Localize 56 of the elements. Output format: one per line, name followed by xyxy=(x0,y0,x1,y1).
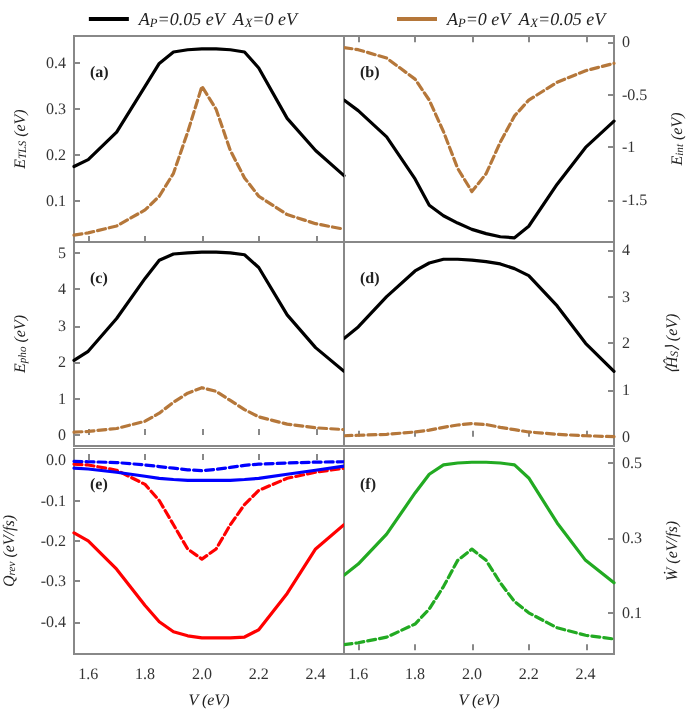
y-tick-label: -1 xyxy=(622,138,636,157)
x-axis-title: V (eV) xyxy=(188,691,231,709)
x-tick-label: 2.4 xyxy=(305,665,326,683)
y-tick-label: 0.2 xyxy=(46,146,66,165)
annotation: (e) xyxy=(90,475,109,493)
x-axis-title: V (eV) xyxy=(458,691,501,709)
x-tick-label: 2.0 xyxy=(461,665,482,683)
y-tick-label: 1 xyxy=(58,389,66,408)
y-tick-label: 0.0 xyxy=(46,451,66,470)
y-tick-label: -0.4 xyxy=(40,612,66,631)
y-tick-label: -0.2 xyxy=(40,531,66,550)
y-tick-label: 3 xyxy=(622,287,630,306)
y-tick-label: -0.3 xyxy=(40,572,66,591)
y-tick-label: 2 xyxy=(58,353,66,372)
y-tick-label: 0.4 xyxy=(46,54,66,73)
x-tick-label: 2.0 xyxy=(191,665,212,683)
annotation: (f) xyxy=(360,475,377,493)
line-series xyxy=(72,462,344,561)
y-axis-title: Ẇ (eV/fs) xyxy=(662,520,681,581)
y-tick-label: -1.5 xyxy=(622,190,648,209)
x-tick-label: 2.2 xyxy=(518,665,539,683)
line-series xyxy=(344,460,616,585)
y-tick-label: -0.1 xyxy=(40,491,66,510)
y-tick-label: 0 xyxy=(622,33,630,52)
line-series xyxy=(72,523,344,640)
y-tick-label: 0.5 xyxy=(622,453,642,472)
y-tick-label: 1 xyxy=(622,380,630,399)
x-tick-label: 2.2 xyxy=(248,665,269,683)
annotation: (b) xyxy=(360,63,381,81)
y-tick-label: 2 xyxy=(622,334,630,353)
line-series xyxy=(72,250,344,373)
annotation: (a) xyxy=(90,63,110,81)
annotation: (d) xyxy=(360,269,381,287)
line-series xyxy=(72,84,346,237)
y-tick-label: 0.1 xyxy=(622,603,642,622)
y-tick-label: 3 xyxy=(58,316,66,335)
y-tick-label: 0 xyxy=(58,426,66,445)
y-tick-label: 4 xyxy=(622,240,630,259)
y-tick-label: 0.1 xyxy=(46,191,66,210)
line-series xyxy=(344,547,616,647)
y-tick-label: 0 xyxy=(622,427,630,446)
y-tick-label: 0.3 xyxy=(46,100,66,119)
line-series xyxy=(344,98,616,240)
line-series xyxy=(344,257,616,373)
line-series xyxy=(344,45,616,194)
x-tick-label: 1.8 xyxy=(135,665,156,683)
y-tick-label: 5 xyxy=(58,243,66,262)
x-tick-label: 1.8 xyxy=(405,665,426,683)
x-tick-label: 1.6 xyxy=(78,665,99,683)
x-tick-label: 2.4 xyxy=(575,665,596,683)
line-series xyxy=(72,47,346,178)
y-tick-label: 0.3 xyxy=(622,528,642,547)
x-tick-label: 1.6 xyxy=(348,665,369,683)
annotation: (c) xyxy=(90,269,109,287)
y-tick-label: -0.5 xyxy=(622,85,648,104)
y-tick-label: 4 xyxy=(58,280,66,299)
